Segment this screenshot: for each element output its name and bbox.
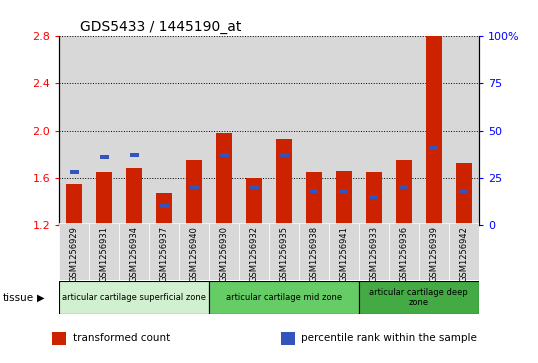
Text: GSM1256938: GSM1256938 [309,226,318,282]
FancyBboxPatch shape [239,223,269,280]
Text: GSM1256942: GSM1256942 [459,226,469,282]
Bar [250,185,259,189]
Bar [370,195,378,199]
Bar [306,172,322,225]
Bar [119,36,149,225]
Text: ▶: ▶ [37,293,44,303]
FancyBboxPatch shape [329,223,359,280]
Bar [395,160,412,225]
Bar [281,332,295,345]
Bar [276,139,292,225]
FancyBboxPatch shape [209,223,239,280]
Text: GSM1256934: GSM1256934 [130,226,139,282]
FancyBboxPatch shape [209,281,359,314]
Text: GSM1256941: GSM1256941 [339,226,349,282]
Bar [96,172,112,225]
Bar [239,36,269,225]
Text: GSM1256932: GSM1256932 [250,226,259,282]
Bar [209,36,239,225]
FancyBboxPatch shape [269,223,299,280]
Bar [329,36,359,225]
FancyBboxPatch shape [119,223,149,280]
Bar [389,36,419,225]
Bar [149,36,179,225]
Bar [299,36,329,225]
FancyBboxPatch shape [449,223,479,280]
Bar [429,146,438,150]
Text: GSM1256930: GSM1256930 [220,226,229,282]
Bar [279,153,288,157]
FancyBboxPatch shape [359,223,389,280]
Bar [126,168,143,225]
Bar [59,36,89,225]
Bar [179,36,209,225]
Bar [130,153,139,157]
Bar [160,204,168,208]
FancyBboxPatch shape [419,223,449,280]
Bar [220,153,229,157]
Text: GSM1256929: GSM1256929 [69,226,79,282]
FancyBboxPatch shape [59,281,209,314]
FancyBboxPatch shape [389,223,419,280]
Bar [426,36,442,225]
Text: GSM1256939: GSM1256939 [429,226,438,282]
Text: GSM1256940: GSM1256940 [189,226,199,282]
Text: GSM1256933: GSM1256933 [370,226,378,282]
Bar [309,189,318,193]
Bar [459,189,469,193]
Bar [339,189,349,193]
Text: percentile rank within the sample: percentile rank within the sample [301,333,477,343]
Text: articular cartilage mid zone: articular cartilage mid zone [226,293,342,302]
Bar [336,171,352,225]
Bar [269,36,299,225]
Text: articular cartilage deep
zone: articular cartilage deep zone [370,288,468,307]
Bar [66,184,82,225]
Bar [100,155,109,159]
Text: GSM1256936: GSM1256936 [399,226,408,282]
Bar [399,185,408,189]
Bar [69,170,79,174]
Bar [189,185,199,189]
Text: articular cartilage superficial zone: articular cartilage superficial zone [62,293,206,302]
Text: transformed count: transformed count [73,333,170,343]
Bar [359,36,389,225]
Bar [419,36,449,225]
Bar [366,172,382,225]
Bar [156,193,172,225]
Text: GSM1256937: GSM1256937 [160,226,168,282]
Bar [216,133,232,225]
Bar [89,36,119,225]
Bar [449,36,479,225]
FancyBboxPatch shape [359,281,479,314]
Bar [52,332,66,345]
Text: tissue: tissue [3,293,34,303]
FancyBboxPatch shape [59,223,89,280]
FancyBboxPatch shape [299,223,329,280]
Bar [186,160,202,225]
FancyBboxPatch shape [89,223,119,280]
Text: GSM1256935: GSM1256935 [279,226,288,282]
Text: GDS5433 / 1445190_at: GDS5433 / 1445190_at [80,20,242,34]
Bar [246,178,262,225]
Bar [456,163,472,225]
FancyBboxPatch shape [179,223,209,280]
Text: GSM1256931: GSM1256931 [100,226,109,282]
FancyBboxPatch shape [149,223,179,280]
